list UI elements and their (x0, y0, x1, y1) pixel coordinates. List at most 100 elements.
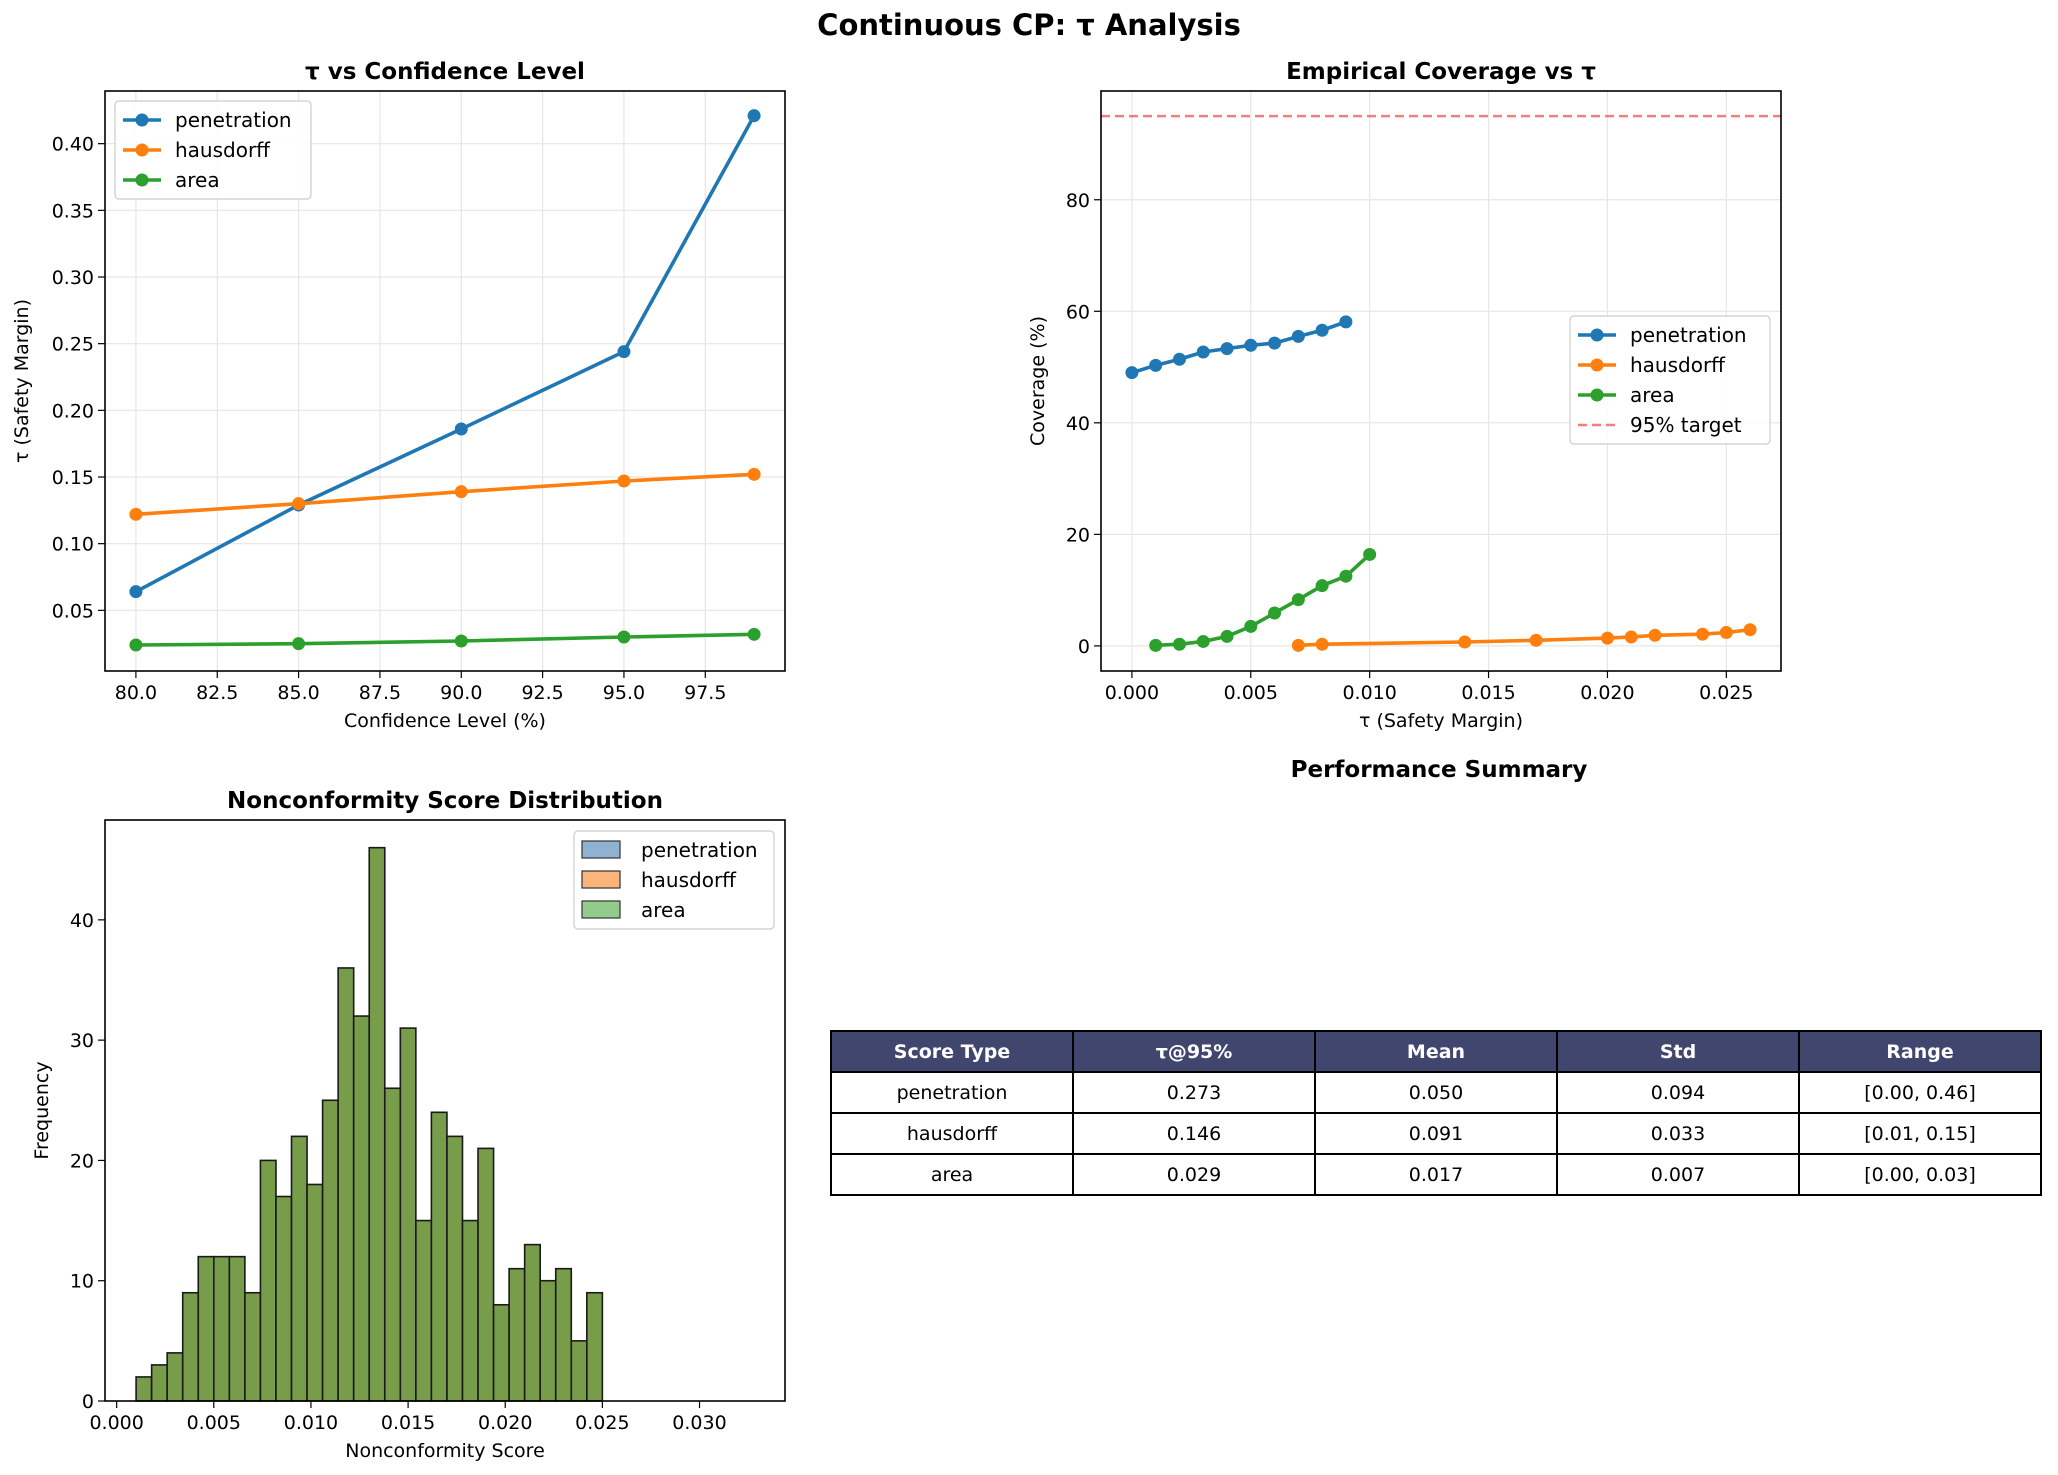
x-tick-label: 0.020 (1580, 682, 1634, 704)
table-cell: 0.033 (1556, 1112, 1800, 1155)
histogram-bar (181, 1291, 200, 1402)
y-tick-label: 0.10 (52, 534, 94, 556)
y-tick-label: 0.15 (52, 467, 94, 489)
histogram-bar (228, 1255, 246, 1402)
x-axis-label: Nonconformity Score (345, 1440, 545, 1462)
y-tick-label: 80 (1066, 190, 1090, 212)
histogram-bar (570, 1340, 588, 1402)
legend-label: penetration (641, 838, 758, 862)
data-point-area (617, 630, 631, 644)
data-point-penetration (1196, 345, 1210, 359)
histogram-bar (213, 1255, 231, 1402)
data-point-area (292, 637, 306, 651)
table-cell: 0.017 (1314, 1153, 1558, 1196)
histogram-bar (492, 1303, 510, 1402)
y-tick-label: 20 (70, 1150, 94, 1172)
x-tick-label: 0.010 (1342, 682, 1396, 704)
y-tick-label: 0.05 (52, 600, 94, 622)
histogram-bar (368, 846, 386, 1402)
table-row: hausdorff 0.146 0.091 0.033 [0.01, 0.15] (830, 1112, 2042, 1155)
legend-marker (135, 173, 149, 187)
y-tick-label: 0.40 (52, 134, 94, 156)
table-cell: 0.146 (1072, 1112, 1316, 1155)
data-point-penetration (454, 422, 468, 436)
table-row: area 0.029 0.017 0.007 [0.00, 0.03] (830, 1153, 2042, 1196)
summary-table: Score Type τ@95% Mean Std Range penetrat… (830, 1030, 2042, 1196)
legend-label: hausdorff (641, 868, 737, 892)
histogram-bar (150, 1364, 168, 1402)
legend-label: penetration (1630, 323, 1747, 347)
y-axis-label: Coverage (%) (1027, 316, 1049, 446)
table-cell: penetration (830, 1071, 1074, 1114)
histogram-bar (539, 1279, 557, 1402)
x-tick-label: 0.010 (284, 1412, 338, 1434)
x-tick-label: 0.020 (478, 1412, 532, 1434)
histogram-bar (197, 1255, 215, 1402)
table-cell: 0.029 (1072, 1153, 1316, 1196)
legend-marker (135, 143, 149, 157)
table-header-row: Score Type τ@95% Mean Std Range (830, 1030, 2042, 1073)
data-point-hausdorff (1719, 626, 1733, 640)
data-point-penetration (1268, 336, 1282, 350)
histogram-bar (586, 1291, 604, 1402)
legend-marker (1590, 358, 1604, 372)
table-header-cell: Range (1798, 1030, 2042, 1073)
y-axis-label: τ (Safety Margin) (11, 299, 33, 463)
table-header-cell: Score Type (830, 1030, 1074, 1073)
histogram-bar (306, 1183, 324, 1402)
data-point-area (1244, 619, 1258, 633)
histogram-bar (290, 1135, 308, 1402)
legend-box (573, 830, 775, 930)
data-point-area (1339, 569, 1353, 583)
table-row: penetration 0.273 0.050 0.094 [0.00, 0.4… (830, 1071, 2042, 1114)
page-title: Continuous CP: τ Analysis (817, 8, 1241, 42)
table-cell: [0.00, 0.46] (1798, 1071, 2042, 1114)
table-cell: 0.007 (1556, 1153, 1800, 1196)
histogram-bar (383, 1087, 402, 1402)
data-point-hausdorff (617, 474, 631, 488)
table-cell: [0.00, 0.03] (1798, 1153, 2042, 1196)
x-tick-label: 0.015 (381, 1412, 435, 1434)
data-point-penetration (1291, 329, 1305, 343)
plot-frame (1100, 90, 1782, 672)
histogram-bar (446, 1135, 464, 1402)
x-tick-label: 0.005 (1224, 682, 1278, 704)
data-point-hausdorff (747, 467, 761, 481)
data-point-area (129, 638, 143, 652)
chart-title: τ vs Confidence Level (305, 59, 585, 85)
legend-box (114, 100, 312, 200)
legend-label: hausdorff (175, 138, 271, 162)
data-point-hausdorff (1600, 631, 1614, 645)
data-point-area (1220, 629, 1234, 643)
data-point-penetration (1172, 352, 1186, 366)
data-point-penetration (1339, 315, 1353, 329)
x-tick-label: 97.5 (684, 682, 726, 704)
x-tick-label: 90.0 (440, 682, 482, 704)
x-tick-label: 0.030 (672, 1412, 726, 1434)
table-header-cell: τ@95% (1072, 1030, 1316, 1073)
data-point-penetration (747, 109, 761, 123)
y-tick-label: 60 (1066, 301, 1090, 323)
x-tick-label: 82.5 (196, 682, 238, 704)
data-point-area (1268, 606, 1282, 620)
legend-label: 95% target (1630, 413, 1742, 437)
chart-title: Nonconformity Score Distribution (227, 788, 663, 814)
data-point-area (454, 634, 468, 648)
data-point-penetration (1315, 323, 1329, 337)
data-point-hausdorff (1624, 630, 1638, 644)
y-tick-label: 0.25 (52, 334, 94, 356)
data-point-area (1149, 638, 1163, 652)
table-header-cell: Std (1556, 1030, 1800, 1073)
data-point-penetration (1220, 342, 1234, 356)
y-tick-label: 0 (82, 1391, 94, 1413)
histogram-bar (399, 1027, 417, 1402)
legend-label: area (1630, 383, 1675, 407)
series-line-hausdorff (135, 472, 755, 517)
histogram-bar (554, 1267, 573, 1402)
data-point-area (1315, 579, 1329, 593)
legend-swatch (581, 840, 621, 859)
series-line-area (135, 632, 755, 647)
histogram-bar (523, 1243, 542, 1402)
y-tick-label: 10 (70, 1271, 94, 1293)
